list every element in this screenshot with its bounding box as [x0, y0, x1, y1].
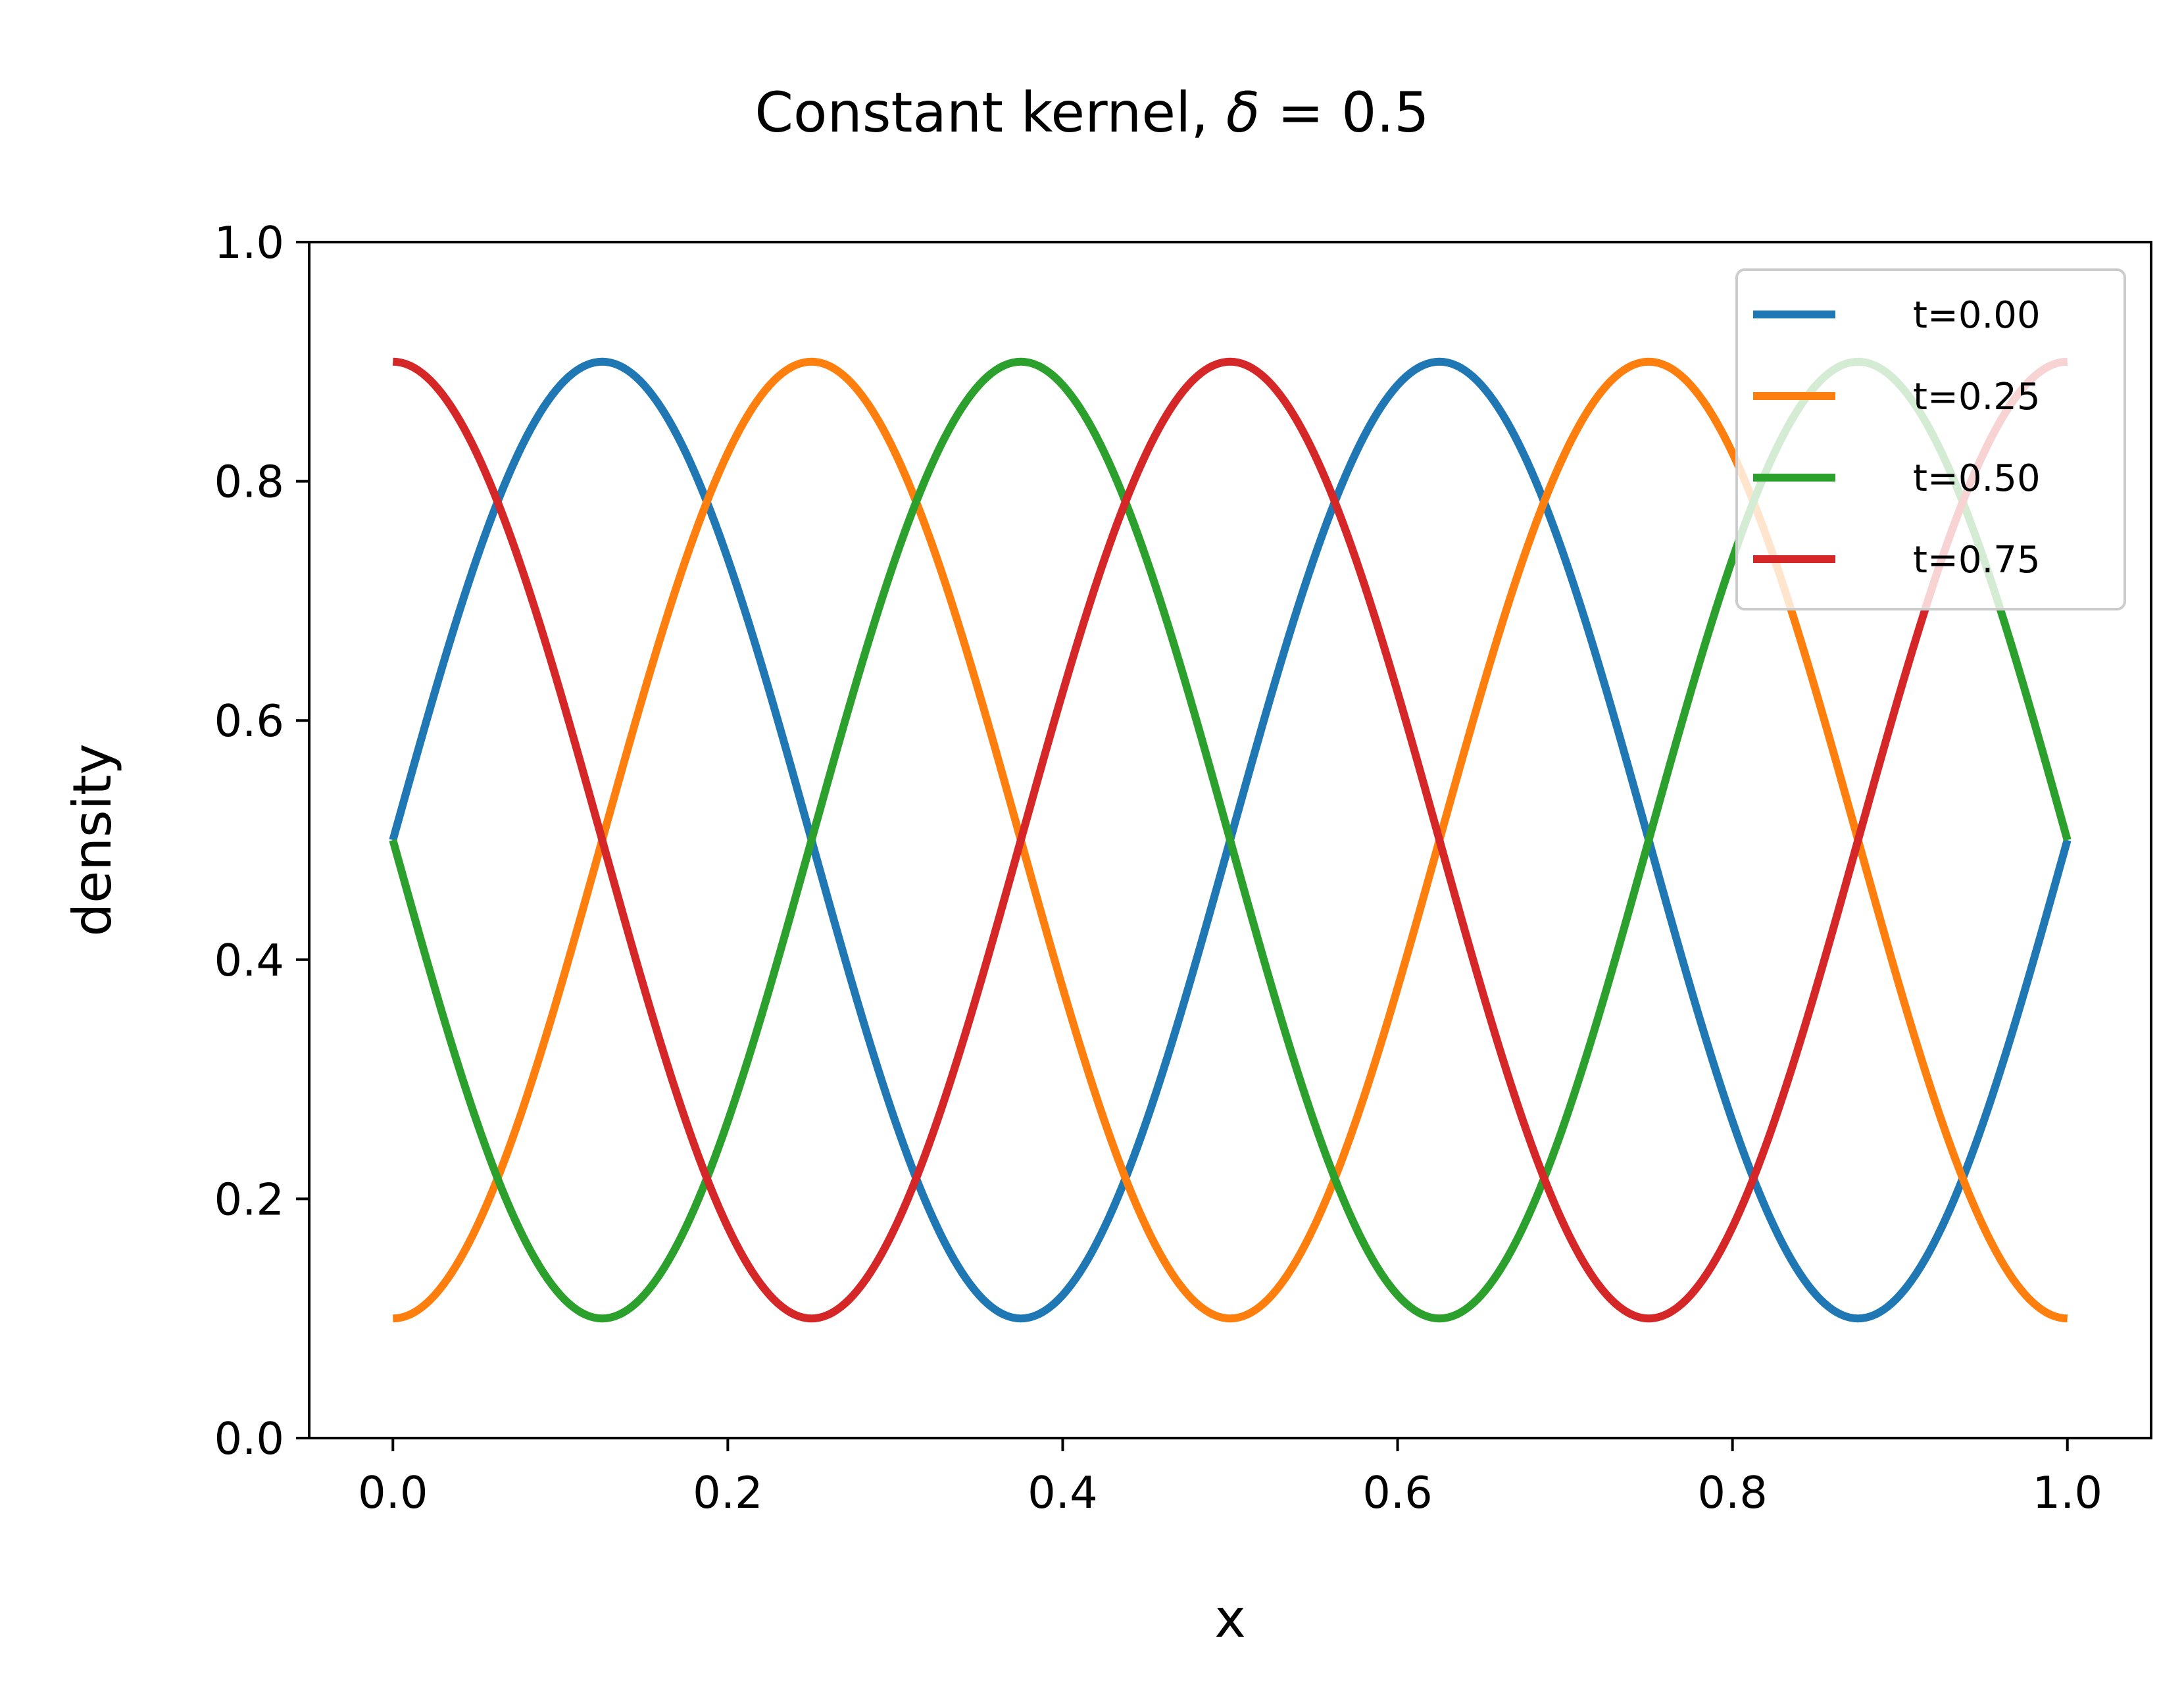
legend: t=0.00 t=0.25 t=0.50 t=0.75	[1735, 268, 2126, 610]
x-tick-label: 0.4	[1028, 1467, 1098, 1518]
y-tick-label: 0.4	[214, 935, 284, 986]
chart-title-symbol: δ	[1226, 80, 1260, 145]
legend-frame	[1735, 268, 2126, 610]
legend-label-t=0.50: t=0.50	[1913, 457, 2041, 500]
y-tick-label: 1.0	[214, 217, 284, 268]
y-axis: 0.0 0.2 0.4 0.6 0.8 1.0	[214, 217, 309, 1464]
chart-title: Constant kernel, δ = 0.5	[755, 80, 1429, 145]
x-axis-label: x	[1214, 1588, 1245, 1649]
y-tick-label: 0.8	[214, 457, 284, 508]
series-line-t=0.75	[392, 357, 2068, 1323]
chart-title-prefix: Constant kernel,	[755, 80, 1226, 145]
x-tick-label: 0.2	[693, 1467, 763, 1518]
y-axis-label: density	[62, 743, 123, 936]
legend-label-t=0.75: t=0.75	[1913, 539, 2041, 582]
x-tick-label: 0.0	[358, 1467, 428, 1518]
x-tick-label: 1.0	[2032, 1467, 2102, 1518]
chart-title-suffix: = 0.5	[1260, 80, 1429, 145]
x-axis: 0.0 0.2 0.4 0.6 0.8 1.0	[358, 1438, 2102, 1518]
y-tick-label: 0.0	[214, 1413, 284, 1464]
y-tick-label: 0.2	[214, 1174, 284, 1225]
x-tick-label: 0.8	[1697, 1467, 1768, 1518]
x-tick-label: 0.6	[1362, 1467, 1433, 1518]
legend-label-t=0.00: t=0.00	[1913, 294, 2041, 337]
y-tick-label: 0.6	[214, 695, 284, 747]
legend-label-t=0.25: t=0.25	[1913, 376, 2041, 418]
plot-frame	[308, 241, 2152, 1439]
